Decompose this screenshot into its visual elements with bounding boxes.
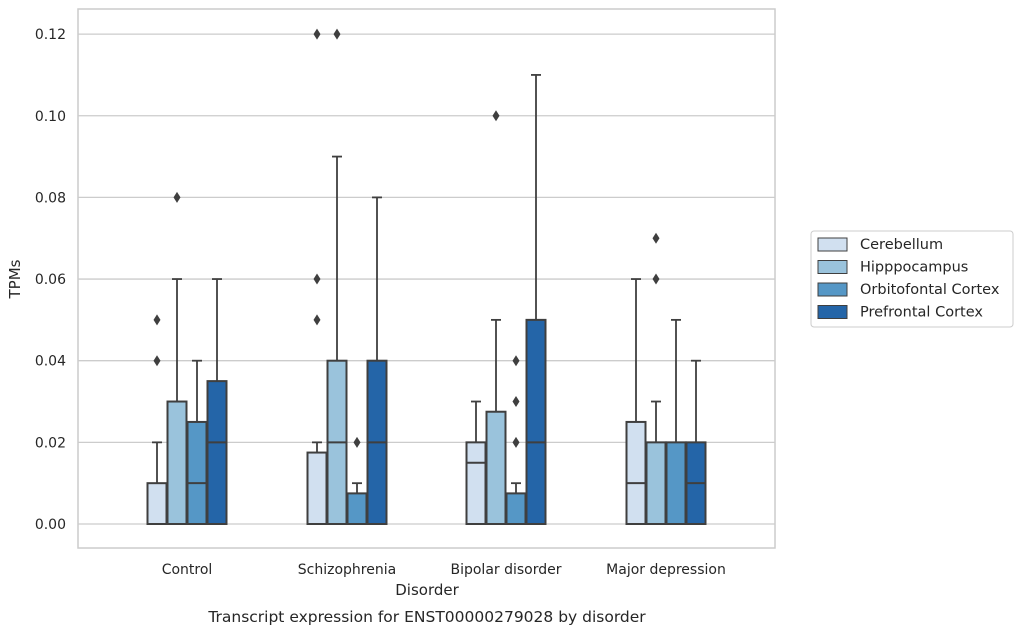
box-plot bbox=[685, 359, 707, 526]
box-plot bbox=[505, 355, 527, 526]
chart-caption: Transcript expression for ENST0000027902… bbox=[207, 608, 646, 626]
legend-label: Prefrontal Cortex bbox=[860, 305, 983, 321]
legend-item: Cerebellum bbox=[817, 237, 943, 253]
legend-frame bbox=[810, 230, 1014, 328]
legend-label: Orbitofontal Cortex bbox=[860, 282, 1000, 298]
box-plot bbox=[525, 74, 547, 525]
legend-item: Hipppocampus bbox=[817, 260, 968, 276]
y-tick-label: 0.00 bbox=[35, 517, 66, 533]
x-axis-ticks: Control Schizophrenia Bipolar disorder Majo… bbox=[162, 562, 726, 578]
y-tick-label: 0.06 bbox=[35, 272, 66, 288]
x-tick-label: Major depression bbox=[606, 562, 726, 578]
outlier-point bbox=[652, 232, 660, 244]
box-plot bbox=[146, 314, 168, 525]
legend-item: Orbitofontal Cortex bbox=[817, 282, 1000, 298]
box-iqr bbox=[665, 441, 687, 526]
outlier-point bbox=[173, 191, 181, 203]
legend-swatch bbox=[817, 237, 848, 252]
outlier-point bbox=[333, 28, 341, 40]
outlier-point bbox=[153, 314, 161, 326]
box-plot bbox=[206, 278, 228, 525]
series-prefrontal-cortex bbox=[206, 74, 707, 526]
y-tick-label: 0.08 bbox=[35, 190, 66, 206]
y-axis-ticks: 0.00 0.02 0.04 0.06 0.08 0.10 0.12 bbox=[35, 27, 66, 533]
box-plot bbox=[326, 28, 348, 526]
outlier-point bbox=[512, 436, 520, 448]
outlier-point bbox=[652, 273, 660, 285]
y-tick-label: 0.10 bbox=[35, 109, 66, 125]
box-iqr bbox=[465, 441, 487, 526]
box-iqr bbox=[146, 482, 168, 525]
box-plot bbox=[665, 318, 687, 526]
box-iqr bbox=[485, 410, 507, 526]
box-iqr bbox=[346, 492, 368, 526]
x-tick-label: Control bbox=[162, 562, 213, 578]
legend-swatch bbox=[817, 282, 848, 297]
legend: Cerebellum Hipppocampus Orbitofontal Corte… bbox=[810, 230, 1014, 328]
plot-area-frame bbox=[77, 8, 776, 549]
y-axis-title: TPMs bbox=[6, 259, 24, 299]
outlier-point bbox=[313, 273, 321, 285]
box-series-group bbox=[146, 28, 707, 526]
box-iqr bbox=[166, 400, 188, 525]
legend-swatch bbox=[817, 305, 848, 319]
series-hipppocampus bbox=[166, 28, 667, 526]
box-plot bbox=[645, 232, 667, 526]
box-iqr bbox=[186, 420, 208, 525]
box-plot bbox=[485, 110, 507, 526]
outlier-point bbox=[313, 28, 321, 40]
y-tick-label: 0.02 bbox=[35, 435, 66, 451]
box-iqr bbox=[625, 420, 647, 525]
legend-item: Prefrontal Cortex bbox=[817, 305, 983, 321]
series-orbitofontal-cortex bbox=[186, 318, 687, 526]
outlier-point bbox=[512, 355, 520, 367]
box-plot bbox=[366, 196, 388, 526]
legend-swatch bbox=[817, 260, 848, 274]
series-cerebellum bbox=[146, 28, 647, 526]
box-iqr bbox=[206, 380, 228, 525]
outlier-point bbox=[153, 355, 161, 367]
outlier-point bbox=[512, 396, 520, 408]
legend-label: Cerebellum bbox=[860, 237, 943, 253]
x-axis-title: Disorder bbox=[395, 581, 459, 599]
outlier-point bbox=[353, 436, 361, 448]
box-plot bbox=[625, 278, 647, 525]
x-tick-label: Bipolar disorder bbox=[450, 562, 561, 578]
y-tick-label: 0.12 bbox=[35, 27, 66, 43]
outlier-point bbox=[313, 314, 321, 326]
x-tick-label: Schizophrenia bbox=[298, 562, 396, 578]
outlier-point bbox=[492, 110, 500, 122]
box-plot bbox=[306, 28, 328, 525]
y-tick-label: 0.04 bbox=[35, 354, 66, 370]
box-iqr bbox=[525, 318, 547, 525]
box-iqr bbox=[645, 441, 667, 526]
box-iqr bbox=[306, 451, 328, 525]
legend-label: Hipppocampus bbox=[860, 260, 968, 276]
box-iqr bbox=[505, 492, 527, 526]
